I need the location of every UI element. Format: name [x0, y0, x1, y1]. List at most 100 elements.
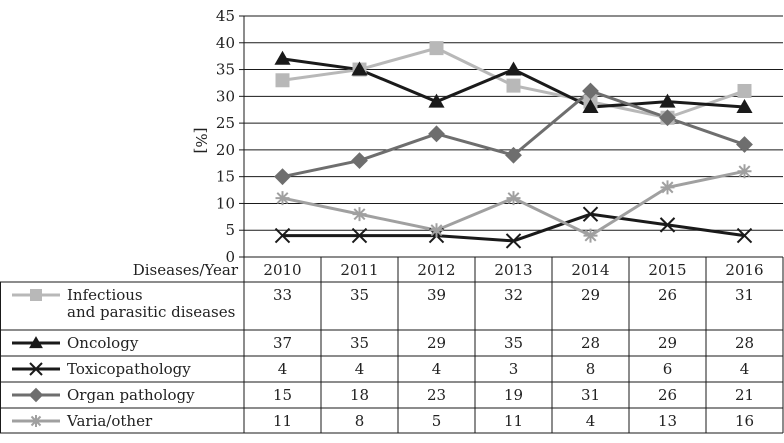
data-point	[274, 50, 291, 65]
legend-marker	[29, 336, 43, 349]
data-point	[660, 180, 675, 195]
data-point	[505, 233, 522, 249]
data-point	[582, 206, 599, 222]
category-label: 2012	[417, 261, 455, 279]
table-cell: 4	[278, 360, 288, 378]
table-row: Organ pathology 15 18 23 19 31 26 21	[12, 386, 754, 404]
data-point	[352, 207, 367, 222]
data-table: Diseases/Year 2010 2011 2012 2013 2014 2015 201…	[0, 256, 784, 434]
y-axis-label: [%]	[192, 128, 210, 154]
table-cell: 23	[427, 386, 446, 404]
data-point	[505, 146, 522, 164]
data-point	[736, 136, 753, 153]
table-row: Oncology 37 35 29 35 28 29 28	[12, 334, 754, 352]
table-row: Varia/other 11 8 5 11 4 13 16	[12, 412, 754, 430]
data-point	[737, 164, 752, 179]
table-cell: 18	[350, 386, 369, 404]
y-tick-label: 35	[216, 61, 235, 79]
data-point	[582, 82, 599, 100]
series-lines	[282, 46, 745, 243]
data-point	[736, 227, 753, 244]
table-cell: 8	[355, 412, 365, 430]
data-point	[351, 227, 368, 244]
series-line-2	[282, 212, 745, 243]
category-label: 2016	[725, 261, 763, 279]
series-name: Infectious	[67, 286, 143, 304]
table-cell: 4	[355, 360, 365, 378]
data-point	[506, 191, 521, 206]
table-cell: 4	[432, 360, 442, 378]
table-cell: 6	[663, 360, 673, 378]
table-cell: 31	[581, 386, 600, 404]
data-point	[659, 217, 676, 233]
category-label: 2015	[648, 261, 686, 279]
table-cell: 28	[581, 334, 600, 352]
category-label: 2010	[263, 261, 301, 279]
data-point	[428, 125, 445, 143]
data-point	[274, 168, 291, 186]
table-cell: 5	[432, 412, 442, 430]
table-cell: 28	[735, 334, 754, 352]
table-cell: 33	[273, 286, 292, 304]
y-axis: 0 5 10 15 20 25 30 35 40 45	[216, 7, 245, 266]
table-cell: 39	[427, 286, 446, 304]
series-markers	[274, 41, 753, 249]
legend-marker	[29, 362, 43, 376]
table-cell: 15	[273, 386, 292, 404]
data-point	[582, 98, 599, 113]
y-tick-label: 5	[225, 221, 235, 239]
table-cell: 3	[509, 360, 519, 378]
data-point	[505, 61, 522, 76]
data-point	[351, 61, 368, 76]
data-point	[275, 191, 290, 206]
table-cell: 4	[740, 360, 750, 378]
table-cell: 26	[658, 386, 677, 404]
legend-marker	[30, 415, 42, 427]
data-point	[659, 109, 676, 127]
data-point	[737, 83, 752, 98]
category-label: 2014	[571, 261, 609, 279]
table-cell: 35	[504, 334, 523, 352]
series-name: Toxicopathology	[67, 360, 191, 378]
data-point	[506, 78, 521, 93]
legend-marker	[28, 387, 44, 403]
data-point	[659, 93, 676, 108]
table-cell: 26	[658, 286, 677, 304]
y-tick-label: 25	[216, 114, 235, 132]
table-cell: 4	[586, 412, 596, 430]
table-cell: 13	[658, 412, 677, 430]
series-name: and parasitic diseases	[67, 303, 235, 321]
series-name: Organ pathology	[67, 386, 195, 404]
data-point	[275, 73, 290, 88]
grid-lines	[244, 15, 783, 258]
data-point	[583, 228, 598, 243]
table-row: Toxicopathology 4 4 4 3 8 6 4	[12, 360, 749, 378]
table-cell: 35	[350, 286, 369, 304]
table-cell: 11	[273, 412, 292, 430]
y-tick-label: 20	[216, 141, 235, 159]
data-point	[274, 227, 291, 244]
table-cell: 8	[586, 360, 596, 378]
table-cell: 31	[735, 286, 754, 304]
table-cell: 37	[273, 334, 292, 352]
data-point	[428, 93, 445, 108]
table-cell: 29	[427, 334, 446, 352]
y-tick-label: 10	[216, 194, 235, 212]
data-point	[736, 98, 753, 113]
table-cell: 29	[658, 334, 677, 352]
y-tick-label: 40	[216, 34, 235, 52]
series-name: Oncology	[67, 334, 139, 352]
table-cell: 32	[504, 286, 523, 304]
table-cell: 29	[581, 286, 600, 304]
category-label: 2011	[340, 261, 378, 279]
y-tick-label: 45	[216, 7, 235, 25]
table-cell: 35	[350, 334, 369, 352]
table-cell: 11	[504, 412, 523, 430]
table-cell: 16	[735, 412, 754, 430]
legend-marker	[30, 289, 42, 301]
y-tick-label: 15	[216, 168, 235, 186]
category-label: 2013	[494, 261, 532, 279]
y-tick-label: 30	[216, 87, 235, 105]
